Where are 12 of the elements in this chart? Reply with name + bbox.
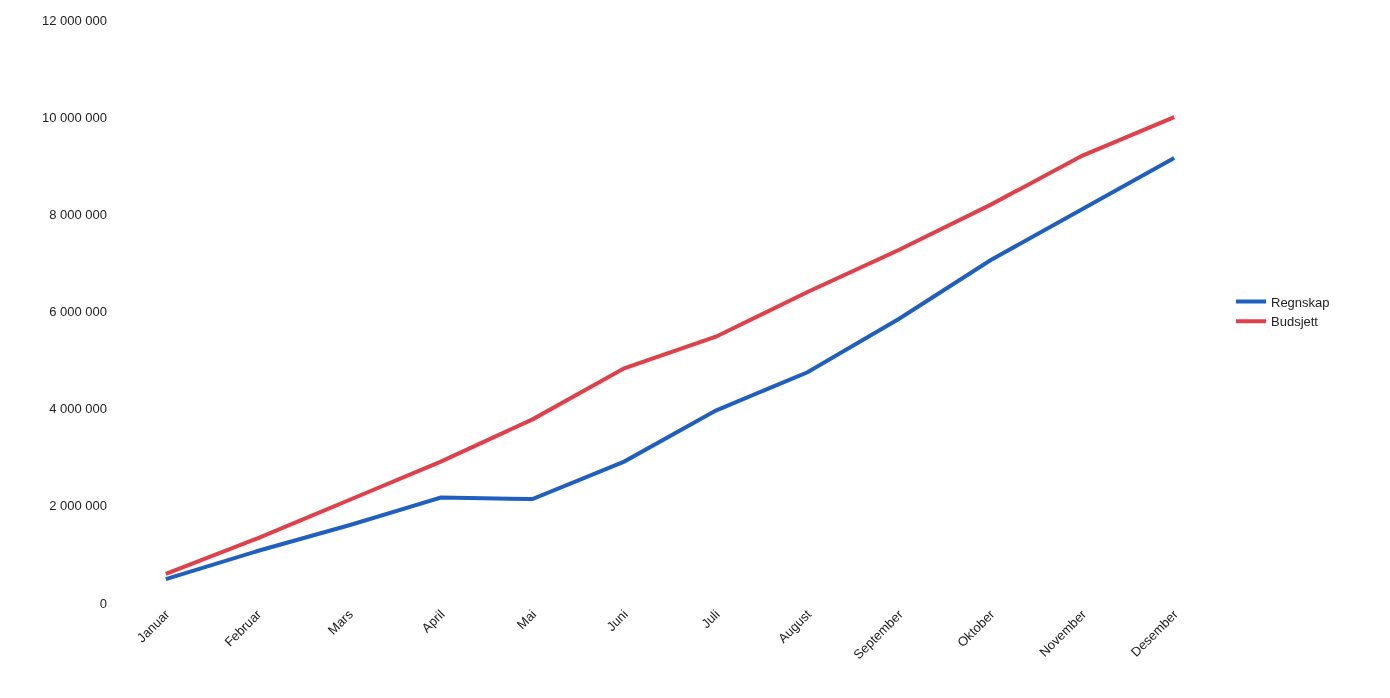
y-tick-label: 8 000 000 (49, 206, 107, 222)
y-tick-label: 0 (99, 595, 107, 611)
x-tick-label: Juni (603, 606, 631, 635)
legend-label: Regnskap (1271, 294, 1330, 310)
y-tick-label: 10 000 000 (41, 109, 107, 125)
x-tick-label: Mai (513, 606, 540, 633)
legend-label: Budsjett (1271, 314, 1319, 330)
y-tick-label: 12 000 000 (41, 12, 107, 28)
y-tick-label: 6 000 000 (49, 304, 107, 320)
y-tick-label: 2 000 000 (49, 498, 107, 514)
y-tick-label: 4 000 000 (49, 401, 107, 417)
x-tick-label: Juli (698, 606, 723, 632)
